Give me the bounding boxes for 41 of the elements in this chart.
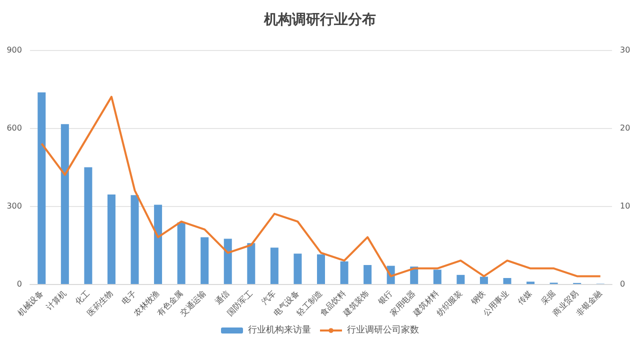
bar: [433, 270, 442, 284]
bar: [130, 195, 139, 284]
x-tick-label: 电子: [120, 288, 138, 306]
bar: [317, 254, 325, 284]
x-tick-label: 传媒: [516, 288, 534, 306]
x-tick-label: 化工: [74, 288, 92, 306]
y-tick-label: 900: [6, 46, 22, 54]
y-tick-label: 300: [6, 202, 22, 210]
y2-tick-label: 10: [620, 202, 630, 210]
bar: [154, 204, 162, 284]
bar: [247, 243, 256, 284]
bar: [84, 167, 92, 284]
x-tick-label: 通信: [213, 288, 232, 306]
bar: [60, 124, 69, 284]
x-tick-label: 机械设备: [16, 288, 45, 318]
bar: [177, 222, 186, 284]
x-tick-label: 采掘: [539, 288, 557, 306]
y2-tick-label: 0: [620, 280, 626, 288]
bar: [200, 237, 209, 284]
chart-title: 机构调研行业分布: [263, 12, 376, 28]
bar: [480, 276, 488, 284]
bar: [503, 278, 512, 284]
x-tick-label: 钢铁: [468, 288, 488, 308]
x-tick-label: 汽车: [260, 288, 278, 306]
bar: [38, 92, 46, 284]
x-tick-label: 银行: [376, 288, 394, 308]
y-tick-label: 0: [16, 280, 22, 288]
y2-tick-label: 30: [620, 46, 630, 54]
x-tick-label: 计算机: [44, 288, 68, 312]
line-series: [40, 96, 602, 278]
bar: [340, 261, 348, 284]
legend-label: 行业调研公司家数: [347, 324, 419, 336]
bar: [270, 248, 278, 284]
bar: [456, 274, 465, 284]
bar: [107, 194, 116, 284]
bar: [224, 238, 232, 284]
bar: [294, 254, 302, 284]
bar: [364, 265, 372, 284]
y-tick-label: 600: [6, 124, 22, 132]
legend-label: 行业机构来访量: [248, 324, 311, 336]
y2-tick-label: 20: [620, 124, 630, 132]
